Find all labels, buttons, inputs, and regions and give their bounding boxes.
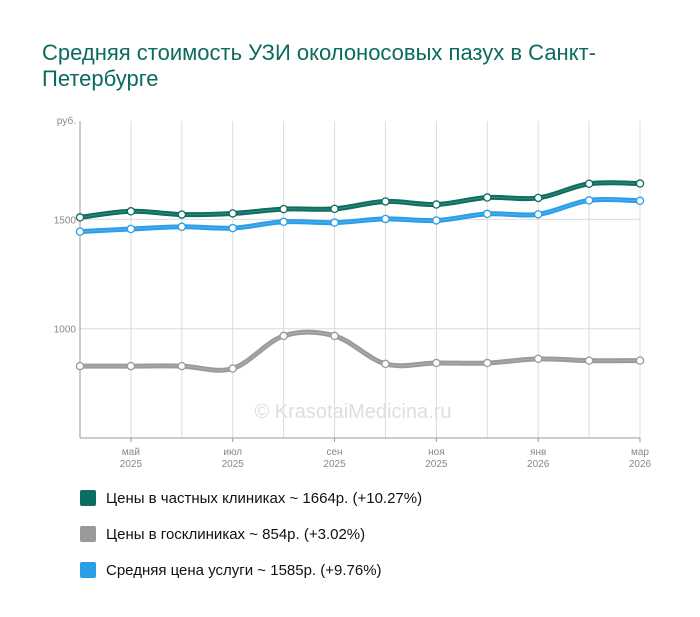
- data-point-average: [126, 224, 136, 234]
- x-tick-month-label: июл: [223, 447, 242, 458]
- data-point-average: [483, 209, 492, 219]
- price-line-chart: 15001000руб.май2025июл2025сен2025ноя2025…: [54, 115, 652, 470]
- series-line-highlight-public: [80, 331, 641, 371]
- data-point-average: [177, 222, 187, 232]
- x-tick-year-label: 2025: [222, 459, 245, 470]
- data-point-private: [483, 193, 492, 202]
- data-point-private: [533, 193, 543, 203]
- data-point-public: [75, 361, 85, 371]
- y-axis-unit-label: руб.: [57, 115, 76, 127]
- series-line-private: [77, 180, 643, 220]
- data-point-private: [584, 179, 594, 188]
- data-point-average: [584, 196, 594, 205]
- data-point-private: [381, 197, 390, 206]
- data-point-private: [279, 204, 288, 214]
- data-point-public: [635, 356, 645, 365]
- legend-label-average: Средняя цена услуги ~ 1585р. (+9.76%): [106, 561, 382, 579]
- data-point-private: [228, 209, 237, 218]
- data-point-public: [228, 364, 237, 373]
- data-point-public: [330, 331, 339, 341]
- data-point-average: [75, 227, 85, 236]
- x-tick-year-label: 2025: [323, 459, 346, 470]
- series-line-average: [77, 196, 643, 235]
- series-line-highlight-private: [79, 182, 641, 218]
- x-tick-year-label: 2025: [425, 459, 448, 470]
- legend-item-private[interactable]: Цены в частных клиниках ~ 1664р. (+10.27…: [80, 488, 422, 508]
- x-tick-month-label: май: [122, 447, 140, 458]
- data-point-public: [126, 361, 136, 371]
- y-tick-label: 1500: [54, 215, 77, 226]
- data-point-private: [126, 207, 136, 216]
- data-point-private: [75, 213, 85, 222]
- data-point-average: [381, 214, 390, 224]
- data-point-private: [330, 204, 339, 214]
- data-point-average: [635, 196, 645, 206]
- data-point-average: [228, 223, 237, 233]
- series-line-highlight-average: [79, 198, 641, 233]
- x-tick-year-label: 2025: [120, 459, 143, 470]
- x-tick-month-label: мар: [631, 447, 649, 458]
- legend-label-public: Цены в госклиниках ~ 854р. (+3.02%): [106, 525, 366, 543]
- data-point-private: [177, 210, 187, 219]
- data-point-public: [381, 359, 390, 369]
- data-point-public: [533, 354, 543, 364]
- legend-swatch-average: [80, 562, 96, 578]
- data-point-public: [483, 358, 492, 368]
- y-tick-label: 1000: [54, 325, 77, 336]
- data-point-average: [330, 218, 339, 227]
- legend-swatch-public: [80, 526, 96, 542]
- data-point-average: [432, 216, 441, 225]
- data-point-average: [533, 210, 543, 219]
- series-line-public: [77, 329, 643, 373]
- chart-title: Средняя стоимость УЗИ околоносовых пазух…: [42, 40, 596, 91]
- data-point-public: [432, 358, 441, 368]
- x-tick-month-label: янв: [530, 447, 546, 458]
- data-point-private: [432, 200, 441, 209]
- data-point-private: [635, 179, 645, 188]
- legend: Цены в частных клиниках ~ 1664р. (+10.27…: [80, 488, 422, 596]
- data-point-average: [279, 217, 288, 227]
- x-tick-month-label: сен: [326, 447, 342, 458]
- legend-item-average[interactable]: Средняя цена услуги ~ 1585р. (+9.76%): [80, 560, 422, 580]
- x-tick-year-label: 2026: [629, 459, 652, 470]
- data-point-public: [279, 331, 288, 341]
- legend-label-private: Цены в частных клиниках ~ 1664р. (+10.27…: [106, 489, 423, 507]
- data-point-public: [177, 361, 187, 371]
- data-point-public: [584, 356, 594, 365]
- x-tick-month-label: ноя: [428, 447, 445, 458]
- legend-item-public[interactable]: Цены в госклиниках ~ 854р. (+3.02%): [80, 524, 422, 544]
- watermark-text: © KrasotaiMedicina.ru: [254, 401, 451, 423]
- x-tick-year-label: 2026: [527, 459, 550, 470]
- legend-swatch-private: [80, 490, 96, 506]
